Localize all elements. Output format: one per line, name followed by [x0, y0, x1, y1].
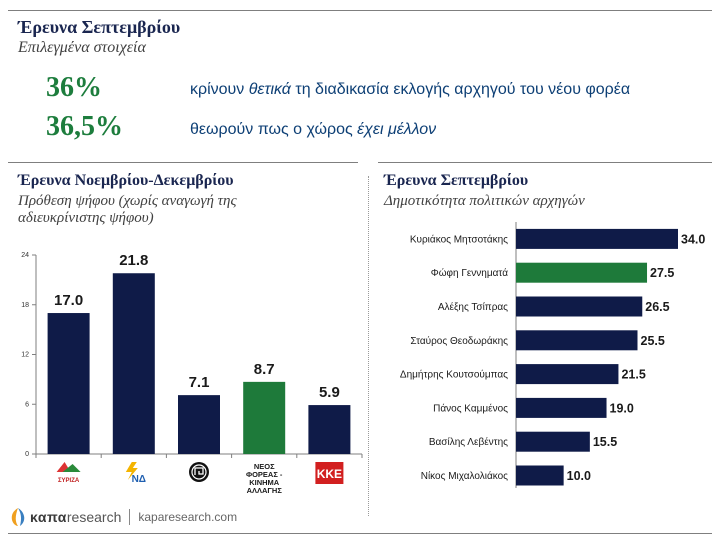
- y-tick-label: 12: [21, 352, 29, 359]
- bar: [308, 405, 351, 454]
- bar-value-label: 10.0: [567, 469, 591, 483]
- y-tick-label: 6: [25, 401, 29, 408]
- footer-brand: καπαresearch kaparesearch.com: [10, 506, 237, 528]
- bar-value-label: 26.5: [645, 300, 669, 314]
- category-label: Αλέξης Τσίπρας: [438, 301, 508, 313]
- bar-value-label: 34.0: [681, 232, 705, 246]
- highlight-text-1-em: θετικά: [248, 81, 291, 98]
- section-rule-left: [8, 162, 358, 163]
- bar: [178, 395, 220, 454]
- category-label: ΣΥΡΙΖΑ: [58, 478, 80, 484]
- kapa-logo-icon: [11, 508, 25, 526]
- highlight-text-1-pre: κρίνουν: [190, 81, 249, 98]
- right-section-title: Έρευνα Σεπτεμβρίου: [384, 172, 529, 189]
- bar-value-label: 25.5: [641, 334, 665, 348]
- brand-name: καπαresearch: [30, 509, 121, 525]
- brand-name-a: καπα: [30, 509, 67, 525]
- bar: [516, 431, 590, 452]
- highlight-value-2: 36,5%: [46, 111, 123, 142]
- section-divider: [368, 176, 369, 516]
- bar: [516, 296, 643, 317]
- highlight-text-2: θεωρούν πως ο χώρος έχει μέλλον: [190, 121, 436, 139]
- brand-name-b: research: [66, 509, 122, 525]
- y-tick-label: 0: [25, 451, 29, 458]
- bar: [516, 330, 638, 351]
- category-label: ΚΙΝΗΜΑ: [249, 478, 280, 487]
- category-label: Βασίλης Λεβέντης: [429, 436, 508, 448]
- footer-rule: [8, 533, 712, 534]
- category-label: Φώφη Γεννηματά: [431, 267, 508, 279]
- footer-url[interactable]: kaparesearch.com: [138, 510, 238, 524]
- category-label: ΝΔ: [132, 474, 146, 485]
- vote-intention-chart: 0 6 12 18 24 17.0 21.8 7.1 8.7 5.9 ΣΥΡΙΖΑ ΝΔ ΝΕΟΣΦΟΡ…: [21, 252, 363, 495]
- bar-value-label: 7.1: [189, 374, 210, 391]
- golden-dawn-logo-icon: [194, 467, 204, 475]
- bar: [243, 381, 286, 454]
- y-tick-label: 24: [21, 252, 29, 259]
- category-label: Νίκος Μιχαλολιάκος: [421, 470, 508, 482]
- category-label: ΝΕΟΣ: [254, 462, 275, 471]
- bar-value-label: 27.5: [650, 266, 674, 280]
- bar: [112, 273, 155, 454]
- right-section-subtitle: Δημοτικότητα πολιτικών αρχηγών: [384, 193, 585, 209]
- bar: [516, 262, 648, 283]
- bar-value-label: 17.0: [54, 292, 83, 309]
- category-label: Πάνος Καμμένος: [433, 402, 508, 414]
- page-title: Έρευνα Σεπτεμβρίου: [18, 17, 181, 37]
- bar: [516, 228, 678, 249]
- highlight-text-1: κρίνουν θετικά τη διαδικασία εκλογής αρχ…: [190, 81, 630, 99]
- bar: [516, 364, 619, 385]
- bar: [516, 397, 607, 418]
- left-section-title: Έρευνα Νοεμβρίου-Δεκεμβρίου: [18, 172, 234, 189]
- bar-value-label: 5.9: [319, 384, 340, 401]
- highlight-text-2-em: έχει μέλλον: [357, 121, 437, 138]
- highlight-text-1-post: τη διαδικασία εκλογής αρχηγού του νέου φ…: [290, 81, 631, 98]
- bar-value-label: 21.8: [119, 252, 148, 269]
- left-section-subtitle: Πρόθεση ψήφου (χωρίς αναγωγή της αδιευκρ…: [18, 193, 237, 226]
- highlight-text-2-pre: θεωρούν πως ο χώρος: [190, 121, 358, 138]
- top-rule: [8, 10, 712, 11]
- y-tick-label: 18: [21, 302, 29, 309]
- category-label: Δημήτρης Κουτσούμπας: [400, 369, 508, 381]
- page-subtitle: Επιλεγμένα στοιχεία: [18, 39, 146, 56]
- category-label: Κυριάκος Μητσοτάκης: [410, 233, 508, 245]
- bar-value-label: 15.5: [593, 435, 617, 449]
- bar-value-label: 21.5: [621, 368, 645, 382]
- bar: [516, 465, 564, 486]
- highlight-value-1: 36%: [46, 72, 102, 103]
- bar: [47, 313, 90, 454]
- leader-popularity-chart: Κυριάκος Μητσοτάκης 34.0 Φώφη Γεννηματά 27.…: [400, 222, 705, 488]
- bar-value-label: 19.0: [610, 401, 634, 415]
- kke-logo-icon: [315, 462, 344, 484]
- bar-value-label: 8.7: [254, 361, 275, 378]
- category-label: Σταύρος Θεοδωράκης: [410, 335, 508, 347]
- section-rule-right: [378, 162, 712, 163]
- category-label: ΚΚΕ: [317, 467, 342, 481]
- nd-logo-icon: [125, 462, 138, 480]
- golden-dawn-logo-icon: [191, 464, 207, 480]
- footer-separator: [129, 509, 131, 525]
- category-label: ΦΟΡΕΑΣ -: [246, 470, 283, 479]
- syriza-logo-icon: [62, 464, 81, 472]
- category-label: ΑΛΛΑΓΗΣ: [247, 486, 283, 495]
